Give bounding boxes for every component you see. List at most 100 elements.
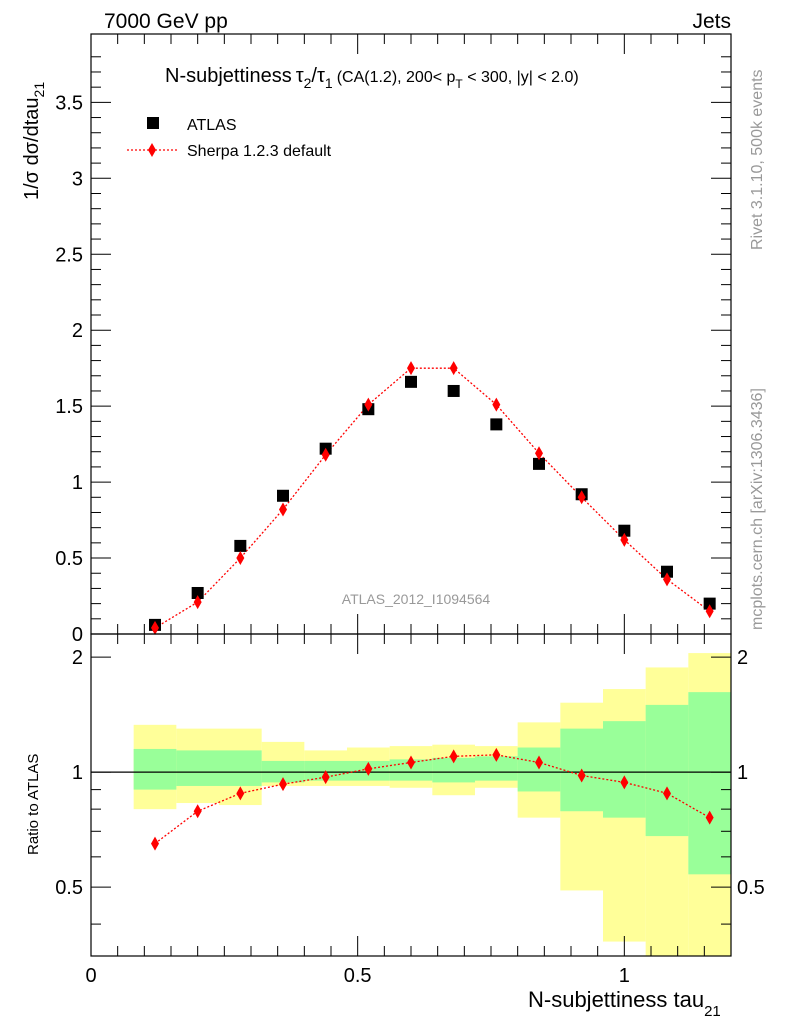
legend-marker-sherpa	[148, 143, 156, 157]
title-cond-a: (CA(1.2), 200< p	[337, 69, 456, 86]
sherpa-point	[279, 502, 287, 517]
main-y-tick-label: 2.5	[55, 244, 83, 266]
ratio-sherpa-point	[236, 786, 245, 801]
atlas-point	[447, 384, 460, 397]
x-tick-label: 1	[619, 965, 630, 987]
ratio-sherpa-point	[577, 768, 586, 783]
title-cond-sub: T	[455, 77, 463, 91]
title-sub-2: 2	[304, 75, 312, 91]
ratio-band-inner	[133, 748, 177, 790]
sherpa-line	[154, 367, 711, 629]
mcplots-label: mcplots.cern.ch [arXiv:1306.3436]	[749, 388, 766, 630]
ratio-bands	[133, 653, 731, 956]
ratio-sherpa-point	[492, 747, 501, 762]
main-y-tick-label: 1.5	[55, 396, 83, 418]
sherpa-point	[449, 361, 458, 376]
title-slash: /	[311, 65, 317, 87]
main-axis-ticks	[90, 34, 732, 635]
main-y-tick-label: 3	[72, 168, 83, 190]
legend: ATLAS Sherpa 1.2.3 default	[127, 117, 332, 160]
atlas-point	[277, 489, 289, 502]
x-axis-label-text: N-subjettiness tau	[528, 987, 704, 1012]
main-y-tick-label: 0	[72, 624, 83, 646]
title-name: N-subjettiness	[165, 65, 292, 87]
title-sub-1: 1	[325, 75, 333, 91]
ratio-y-tick-label-right: 0.5	[737, 877, 765, 899]
sherpa-point	[193, 595, 202, 610]
ratio-band-inner	[176, 750, 219, 786]
sherpa-point	[577, 490, 586, 505]
main-y-axis-label-sub: 21	[31, 82, 47, 98]
atlas-point	[490, 418, 503, 431]
sherpa-point	[620, 532, 629, 547]
ratio-y-tick-label-right: 2	[737, 647, 748, 669]
analysis-label: ATLAS_2012_I1094564	[342, 591, 491, 607]
atlas-point	[191, 586, 204, 599]
atlas-point	[661, 565, 673, 578]
ratio-band-inner	[688, 692, 731, 875]
energy-label: 7000 GeV pp	[104, 10, 228, 33]
x-axis-label-sub: 21	[704, 1003, 721, 1020]
sherpa-point	[705, 604, 714, 619]
ratio-sherpa-point	[620, 775, 629, 790]
ratio-y-tick-labels: 0.5 0.5 1 1 2 2	[55, 647, 765, 899]
sherpa-point	[663, 572, 671, 587]
ratio-sherpa-point	[279, 777, 287, 792]
main-y-tick-label: 0.5	[55, 548, 83, 570]
legend-label-atlas: ATLAS	[187, 117, 237, 134]
plot-title: N-subjettiness τ2/τ1 (CA(1.2), 200< pT < 3…	[165, 65, 579, 91]
main-y-tick-label: 3.5	[55, 92, 83, 114]
ratio-band-inner	[517, 747, 561, 792]
ratio-sherpa-point	[321, 770, 330, 785]
sherpa-point	[151, 620, 159, 635]
ratio-y-tick-label: 2	[72, 647, 83, 669]
legend-marker-atlas	[147, 117, 159, 129]
ratio-sherpa-point	[705, 810, 714, 825]
ratio-frame	[90, 633, 732, 957]
ratio-axis-ticks	[90, 634, 732, 956]
ratio-y-axis-label: Ratio to ATLAS	[25, 754, 42, 855]
ratio-sherpa-point	[151, 836, 159, 851]
ratio-sherpa-point	[663, 786, 671, 801]
x-axis-label: N-subjettiness tau21	[528, 987, 721, 1020]
ratio-sherpa-point	[535, 755, 543, 770]
sherpa-point	[407, 361, 415, 376]
atlas-point	[234, 539, 247, 552]
category-label: Jets	[692, 10, 731, 33]
title-tau-1: τ	[317, 65, 325, 87]
main-y-tick-label: 2	[72, 320, 83, 342]
ratio-band-inner	[389, 759, 433, 781]
x-tick-label: 0.5	[344, 965, 372, 987]
title-cond-b: < 300, |y| < 2.0)	[463, 69, 579, 86]
sherpa-point	[535, 446, 543, 461]
sherpa-point	[364, 397, 373, 412]
atlas-point	[405, 375, 417, 388]
main-y-axis-label: 1/σ dσ/dtau21	[21, 82, 47, 200]
x-tick-label: 0	[85, 965, 96, 987]
main-panel: 0 0.5 1 1.5 2 2.5 3 3.5	[55, 33, 732, 646]
sherpa-point	[236, 551, 245, 566]
ratio-panel: 0.5 0.51 12 2 0 0.5 1	[55, 633, 765, 987]
main-y-tick-labels: 0 0.5 1 1.5 2 2.5 3 3.5	[55, 92, 83, 646]
sherpa-point	[321, 447, 330, 462]
ratio-sherpa-point	[364, 761, 373, 776]
main-y-tick-label: 1	[72, 472, 83, 494]
title-tau-2: τ	[296, 65, 304, 87]
atlas-point	[703, 597, 716, 610]
ratio-band-inner	[645, 704, 689, 837]
ratio-sherpa-point	[407, 755, 415, 770]
ratio-band-inner	[219, 750, 262, 786]
rivet-label: Rivet 3.1.10, 500k events	[749, 69, 766, 250]
ratio-band-inner	[603, 721, 646, 818]
ratio-y-tick-label: 1	[72, 762, 83, 784]
ratio-y-tick-label-right: 1	[737, 762, 748, 784]
ratio-y-tick-label: 0.5	[55, 877, 83, 899]
ratio-sherpa-point	[449, 749, 458, 764]
sherpa-point	[492, 397, 501, 412]
main-data-layer	[149, 361, 716, 635]
ratio-x-tick-labels: 0 0.5 1	[85, 965, 629, 987]
ratio-data-layer	[151, 747, 714, 851]
legend-label-sherpa: Sherpa 1.2.3 default	[187, 143, 332, 160]
main-y-axis-label-text: 1/σ dσ/dtau	[21, 97, 43, 200]
